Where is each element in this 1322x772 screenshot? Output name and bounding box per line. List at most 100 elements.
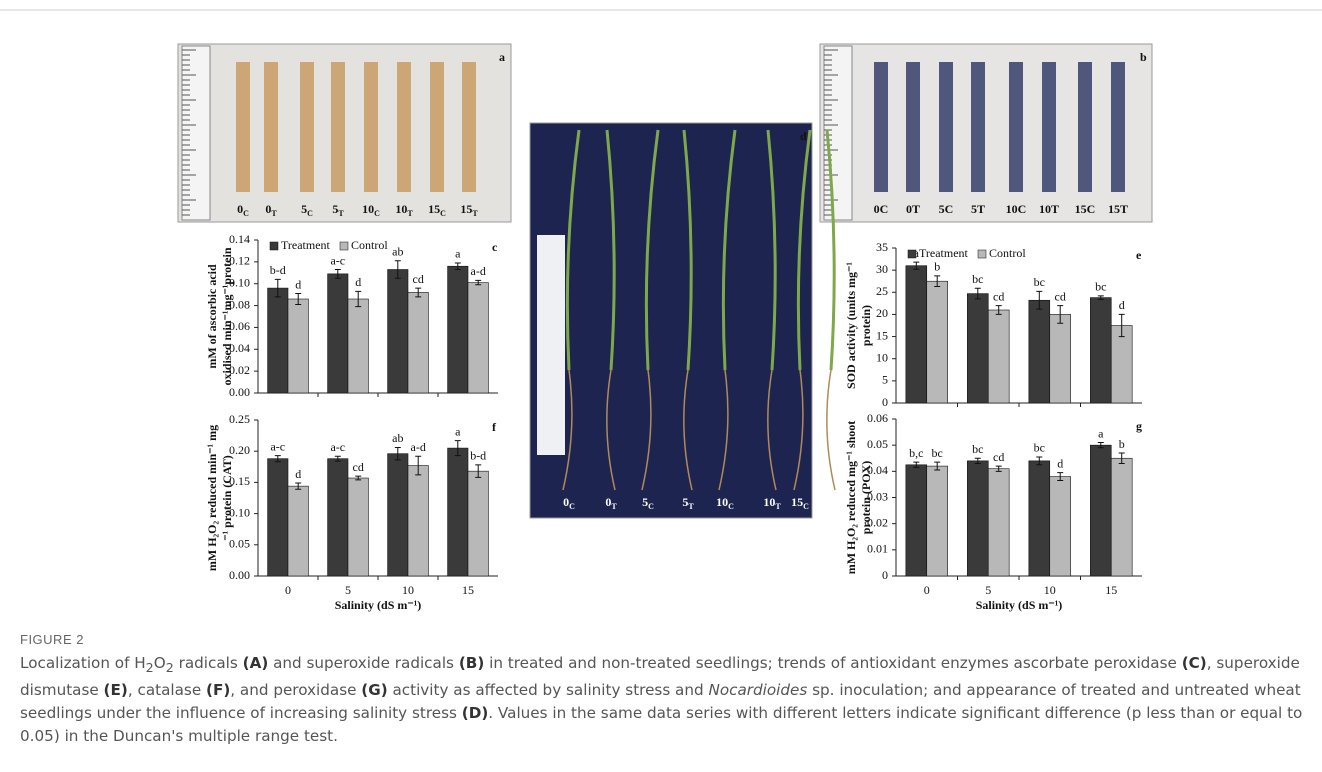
caption-ref: (E) xyxy=(103,681,128,700)
sample-label: 5T xyxy=(682,495,694,511)
y-tick-label: 0.06 xyxy=(867,411,888,425)
sample-subscript: C xyxy=(569,502,575,511)
y-tick-label: 5 xyxy=(882,373,888,387)
y-axis-label: ⁻¹ protein (CAT) xyxy=(220,455,234,540)
error-bar xyxy=(974,287,981,300)
sample-label: 0C xyxy=(237,202,249,218)
sample-subscript: C xyxy=(728,502,734,511)
bar xyxy=(926,280,948,404)
error-bar xyxy=(454,262,461,271)
photo xyxy=(529,122,813,519)
photo xyxy=(819,43,1153,223)
significance-letter: bc xyxy=(1095,280,1106,294)
x-axis-label: Salinity (dS m⁻¹) xyxy=(335,598,422,612)
sample-subscript: T xyxy=(611,502,617,511)
caption-ref: (F) xyxy=(206,681,231,700)
bar xyxy=(467,282,489,394)
bar xyxy=(1028,460,1051,577)
y-axis-label: SOD activity (units mg⁻¹ xyxy=(844,262,858,389)
error-bar xyxy=(995,305,1002,315)
y-tick-label: 0.08 xyxy=(229,297,250,311)
bar xyxy=(447,265,469,394)
x-axis-label: Salinity (dS m⁻¹) xyxy=(976,598,1063,612)
panel-letter: c xyxy=(492,240,498,254)
error-bar xyxy=(334,455,341,462)
strip xyxy=(397,62,411,192)
caption-ref: (B) xyxy=(458,654,485,672)
sample-label: 10T xyxy=(395,202,413,218)
significance-letter: d xyxy=(295,277,301,291)
sample-subscript: T xyxy=(688,502,694,511)
significance-letter: ab xyxy=(392,245,403,259)
y-tick-label: 20 xyxy=(876,306,888,320)
strip xyxy=(264,62,278,192)
error-bar xyxy=(454,440,461,457)
legend-swatch xyxy=(339,241,349,251)
y-tick-label: 10 xyxy=(876,350,888,364)
significance-letter: d xyxy=(1057,456,1063,470)
shoot xyxy=(682,129,693,371)
strip xyxy=(462,62,476,192)
root xyxy=(641,369,652,491)
bar xyxy=(327,273,349,394)
bar xyxy=(926,465,948,577)
shoot xyxy=(565,129,581,371)
significance-letter: d xyxy=(1119,298,1125,312)
sample-number: 15 xyxy=(822,495,834,509)
sample-number: 10 xyxy=(395,202,407,216)
legend-swatch xyxy=(269,241,279,251)
sample-label: 10T xyxy=(763,495,781,511)
root xyxy=(606,369,616,491)
error-bar xyxy=(1036,456,1043,466)
bar xyxy=(1110,457,1133,577)
caption-text: Localization of H xyxy=(20,654,146,672)
error-bar xyxy=(334,269,341,279)
bar xyxy=(287,485,309,577)
bar xyxy=(967,460,989,577)
y-tick-label: 0.00 xyxy=(229,385,250,399)
y-tick-label: 0.02 xyxy=(229,363,250,377)
x-tick-label: 15 xyxy=(1105,583,1117,597)
sample-subscript: T xyxy=(775,502,781,511)
strip xyxy=(1111,62,1125,192)
sample-number: 5 xyxy=(301,202,307,216)
sample-label: 10C xyxy=(362,202,380,218)
y-axis-label: oxidised min⁻¹mg⁻¹protein xyxy=(220,247,234,385)
shoot xyxy=(605,129,616,371)
sample-number: 0 xyxy=(265,202,271,216)
legend-label: Control xyxy=(989,246,1026,260)
error-bar xyxy=(394,260,401,279)
bar xyxy=(407,465,429,577)
panel-letter: a xyxy=(499,50,505,64)
sample-number: 5 xyxy=(642,495,648,509)
bar xyxy=(387,269,409,394)
sample-number: 10 xyxy=(763,495,775,509)
strip xyxy=(300,62,314,192)
significance-letter: d xyxy=(355,275,361,289)
significance-letter: cd xyxy=(993,289,1004,303)
significance-letter: b xyxy=(934,260,940,274)
sample-label: 5C xyxy=(939,202,954,216)
sample-number: 15 xyxy=(791,495,803,509)
significance-letter: d xyxy=(295,467,301,481)
sample-label: 15T xyxy=(460,202,478,218)
bar xyxy=(287,298,309,394)
y-tick-label: 0.25 xyxy=(229,412,250,426)
error-bar xyxy=(415,287,422,298)
y-axis-label: mM H₂O₂ reduced min⁻¹ mg xyxy=(205,425,219,571)
y-tick-label: 0 xyxy=(882,395,888,409)
y-tick-label: 15 xyxy=(876,328,888,342)
caption-text: . Values in the same data series with di… xyxy=(20,704,1303,746)
caption-text: activity as affected by salinity stress … xyxy=(387,681,709,700)
sample-subscript: C xyxy=(243,209,249,218)
sample-subscript: C xyxy=(440,209,446,218)
strip xyxy=(906,62,920,192)
y-tick-label: 0.02 xyxy=(867,515,888,529)
significance-letter: bc xyxy=(932,446,943,460)
sample-label: 0T xyxy=(265,202,277,218)
significance-letter: cd xyxy=(1055,289,1066,303)
significance-letter: a xyxy=(1098,426,1104,440)
sample-number: 15 xyxy=(460,202,472,216)
sample-label: 0C xyxy=(563,495,575,511)
